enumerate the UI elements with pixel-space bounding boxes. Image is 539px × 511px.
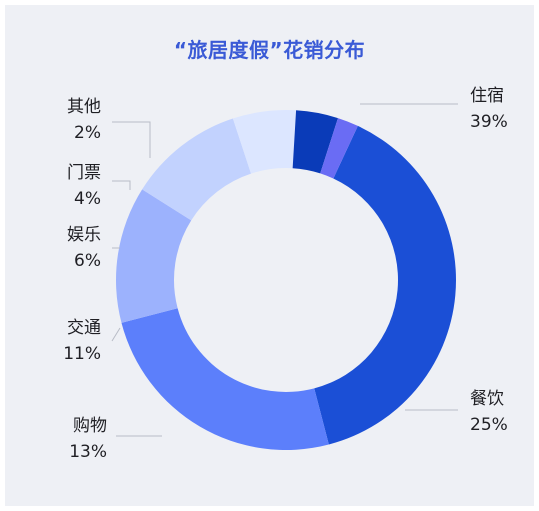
leader-lines [111, 103, 458, 437]
slice-label-3: 交通 [67, 318, 101, 338]
chart-title: “旅居度假”花销分布 [173, 38, 366, 62]
slice-value-4: 6% [74, 251, 101, 271]
slice-label-1: 餐饮 [470, 389, 504, 409]
leader-line-6 [112, 121, 151, 158]
slice-2 [116, 189, 192, 323]
slice-label-6: 其他 [67, 97, 101, 117]
slice-1 [121, 308, 329, 450]
slice-0 [314, 125, 457, 445]
slice-label-4: 娱乐 [67, 225, 101, 245]
leader-line-3 [111, 327, 121, 342]
leader-line-5 [112, 180, 131, 190]
slice-5 [292, 110, 338, 174]
slice-value-3: 11% [63, 344, 101, 364]
slice-6 [320, 118, 358, 179]
slice-3 [142, 118, 252, 221]
slice-value-0: 39% [470, 112, 508, 132]
donut-slices [116, 110, 457, 450]
slice-4 [232, 110, 297, 174]
slice-value-5: 4% [74, 189, 101, 209]
slice-value-6: 2% [74, 123, 101, 143]
slice-label-5: 门票 [67, 163, 101, 183]
slice-label-0: 住宿 [470, 86, 504, 106]
slice-labels: 住宿 39% 餐饮 25% 购物 13% 交通 11% 娱乐 6% 门票 4% 其他 2% [63, 86, 508, 462]
slice-value-1: 25% [470, 415, 508, 435]
slice-label-2: 购物 [73, 416, 107, 436]
slice-value-2: 13% [69, 442, 107, 462]
